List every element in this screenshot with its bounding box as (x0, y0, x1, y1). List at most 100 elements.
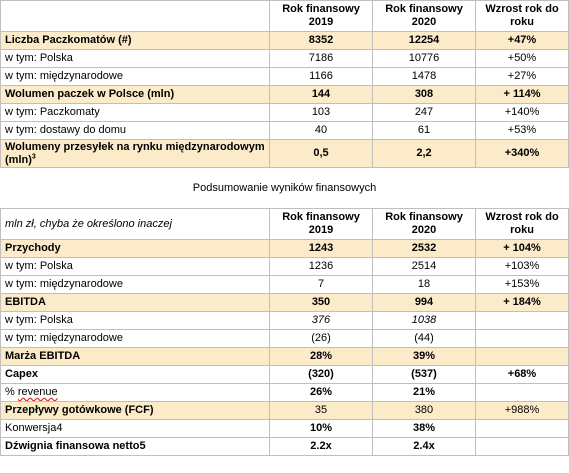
row-label: w tym: międzynarodowe (0, 329, 270, 348)
row-label: w tym: Polska (0, 257, 270, 276)
growth-value: + 114% (475, 85, 569, 104)
growth-value: +340% (475, 139, 569, 168)
value-2020: 308 (372, 85, 476, 104)
value-2020: 2.4x (372, 437, 476, 456)
table-row: w tym: międzynarodowe 7 18 +153% (0, 275, 569, 294)
table1-header-row: Rok finansowy 2019 Rok finansowy 2020 Wz… (0, 0, 569, 32)
row-label: w tym: dostawy do domu (0, 121, 270, 140)
table-row: Dźwignia finansowa netto5 2.2x 2.4x (0, 437, 569, 456)
growth-value: +988% (475, 401, 569, 420)
table-row: w tym: dostawy do domu 40 61 +53% (0, 121, 569, 140)
value-2019: 2.2x (269, 437, 373, 456)
table-row: w tym: międzynarodowe (26) (44) (0, 329, 569, 348)
table-row: w tym: Polska 1236 2514 +103% (0, 257, 569, 276)
growth-value: +53% (475, 121, 569, 140)
value-2020: (44) (372, 329, 476, 348)
value-2019: 7 (269, 275, 373, 294)
growth-value (475, 347, 569, 366)
table-row: Przychody 1243 2532 + 104% (0, 239, 569, 258)
growth-value (475, 383, 569, 402)
value-2020: 380 (372, 401, 476, 420)
value-2020: 39% (372, 347, 476, 366)
row-label: w tym: Polska (0, 311, 270, 330)
value-2019: 1166 (269, 67, 373, 86)
growth-value (475, 437, 569, 456)
row-label: Wolumen paczek w Polsce (mln) (0, 85, 270, 104)
row-label-prefix: % (5, 386, 18, 398)
growth-value: +140% (475, 103, 569, 122)
value-2019: 350 (269, 293, 373, 312)
table1-header-2019: Rok finansowy 2019 (269, 0, 373, 32)
table-row: w tym: Polska 376 1038 (0, 311, 569, 330)
table-row: Przepływy gotówkowe (FCF) 35 380 +988% (0, 401, 569, 420)
value-2019: 28% (269, 347, 373, 366)
table-row: w tym: Paczkomaty 103 247 +140% (0, 103, 569, 122)
table-row: Marża EBITDA 28% 39% (0, 347, 569, 366)
growth-value: + 184% (475, 293, 569, 312)
value-2020: 38% (372, 419, 476, 438)
units-note: mln zł, chyba że określono inaczej (0, 208, 270, 240)
table-row: Liczba Paczkomatów (#) 8352 12254 +47% (0, 31, 569, 50)
growth-value: +50% (475, 49, 569, 68)
row-label: Dźwignia finansowa netto5 (0, 437, 270, 456)
table-row: Capex (320) (537) +68% (0, 365, 569, 384)
value-2019: 144 (269, 85, 373, 104)
row-label-text: revenue (17, 386, 58, 398)
value-2019: 103 (269, 103, 373, 122)
value-2020: 2514 (372, 257, 476, 276)
table2-header-row: mln zł, chyba że określono inaczej Rok f… (0, 208, 569, 240)
value-2020: 12254 (372, 31, 476, 50)
table-row: w tym: Polska 7186 10776 +50% (0, 49, 569, 68)
footnote-marker: 3 (31, 152, 36, 160)
growth-value: +27% (475, 67, 569, 86)
growth-value: + 104% (475, 239, 569, 258)
table2-header-growth: Wzrost rok do roku (475, 208, 569, 240)
value-2019: 40 (269, 121, 373, 140)
value-2019: (320) (269, 365, 373, 384)
row-label: Liczba Paczkomatów (#) (0, 31, 270, 50)
row-label: w tym: Polska (0, 49, 270, 68)
value-2020: 18 (372, 275, 476, 294)
growth-value: +153% (475, 275, 569, 294)
table-row: Konwersja4 10% 38% (0, 419, 569, 438)
table-row: w tym: międzynarodowe 1166 1478 +27% (0, 67, 569, 86)
value-2020: 994 (372, 293, 476, 312)
financial-summary-table: Rok finansowy 2019 Rok finansowy 2020 Wz… (0, 0, 569, 456)
value-2019: 10% (269, 419, 373, 438)
row-label: Capex (0, 365, 270, 384)
value-2020: 247 (372, 103, 476, 122)
table-row: % revenue 26% 21% (0, 383, 569, 402)
row-label: Wolumeny przesyłek na rynku międzynarodo… (0, 139, 270, 168)
table-row: Wolumeny przesyłek na rynku międzynarodo… (0, 139, 569, 168)
table1-header-growth: Wzrost rok do roku (475, 0, 569, 32)
growth-value: +68% (475, 365, 569, 384)
value-2020: 1478 (372, 67, 476, 86)
growth-value (475, 311, 569, 330)
value-2020: 2532 (372, 239, 476, 258)
section-title: Podsumowanie wyników finansowych (0, 167, 569, 209)
value-2019: 1243 (269, 239, 373, 258)
value-2019: 26% (269, 383, 373, 402)
value-2019: 376 (269, 311, 373, 330)
value-2020: 1038 (372, 311, 476, 330)
growth-value: +103% (475, 257, 569, 276)
row-label: w tym: międzynarodowe (0, 67, 270, 86)
row-label: Przepływy gotówkowe (FCF) (0, 401, 270, 420)
table2-header-2019: Rok finansowy 2019 (269, 208, 373, 240)
value-2020: (537) (372, 365, 476, 384)
row-label: Przychody (0, 239, 270, 258)
growth-value (475, 329, 569, 348)
value-2020: 10776 (372, 49, 476, 68)
row-label: % revenue (0, 383, 270, 402)
row-label: Konwersja4 (0, 419, 270, 438)
value-2020: 2,2 (372, 139, 476, 168)
row-label-text: Wolumeny przesyłek na rynku międzynarodo… (5, 140, 265, 166)
value-2019: 7186 (269, 49, 373, 68)
value-2019: (26) (269, 329, 373, 348)
section-title-row: Podsumowanie wyników finansowych (0, 167, 569, 209)
value-2019: 35 (269, 401, 373, 420)
row-label: w tym: Paczkomaty (0, 103, 270, 122)
value-2019: 8352 (269, 31, 373, 50)
growth-value (475, 419, 569, 438)
value-2019: 1236 (269, 257, 373, 276)
